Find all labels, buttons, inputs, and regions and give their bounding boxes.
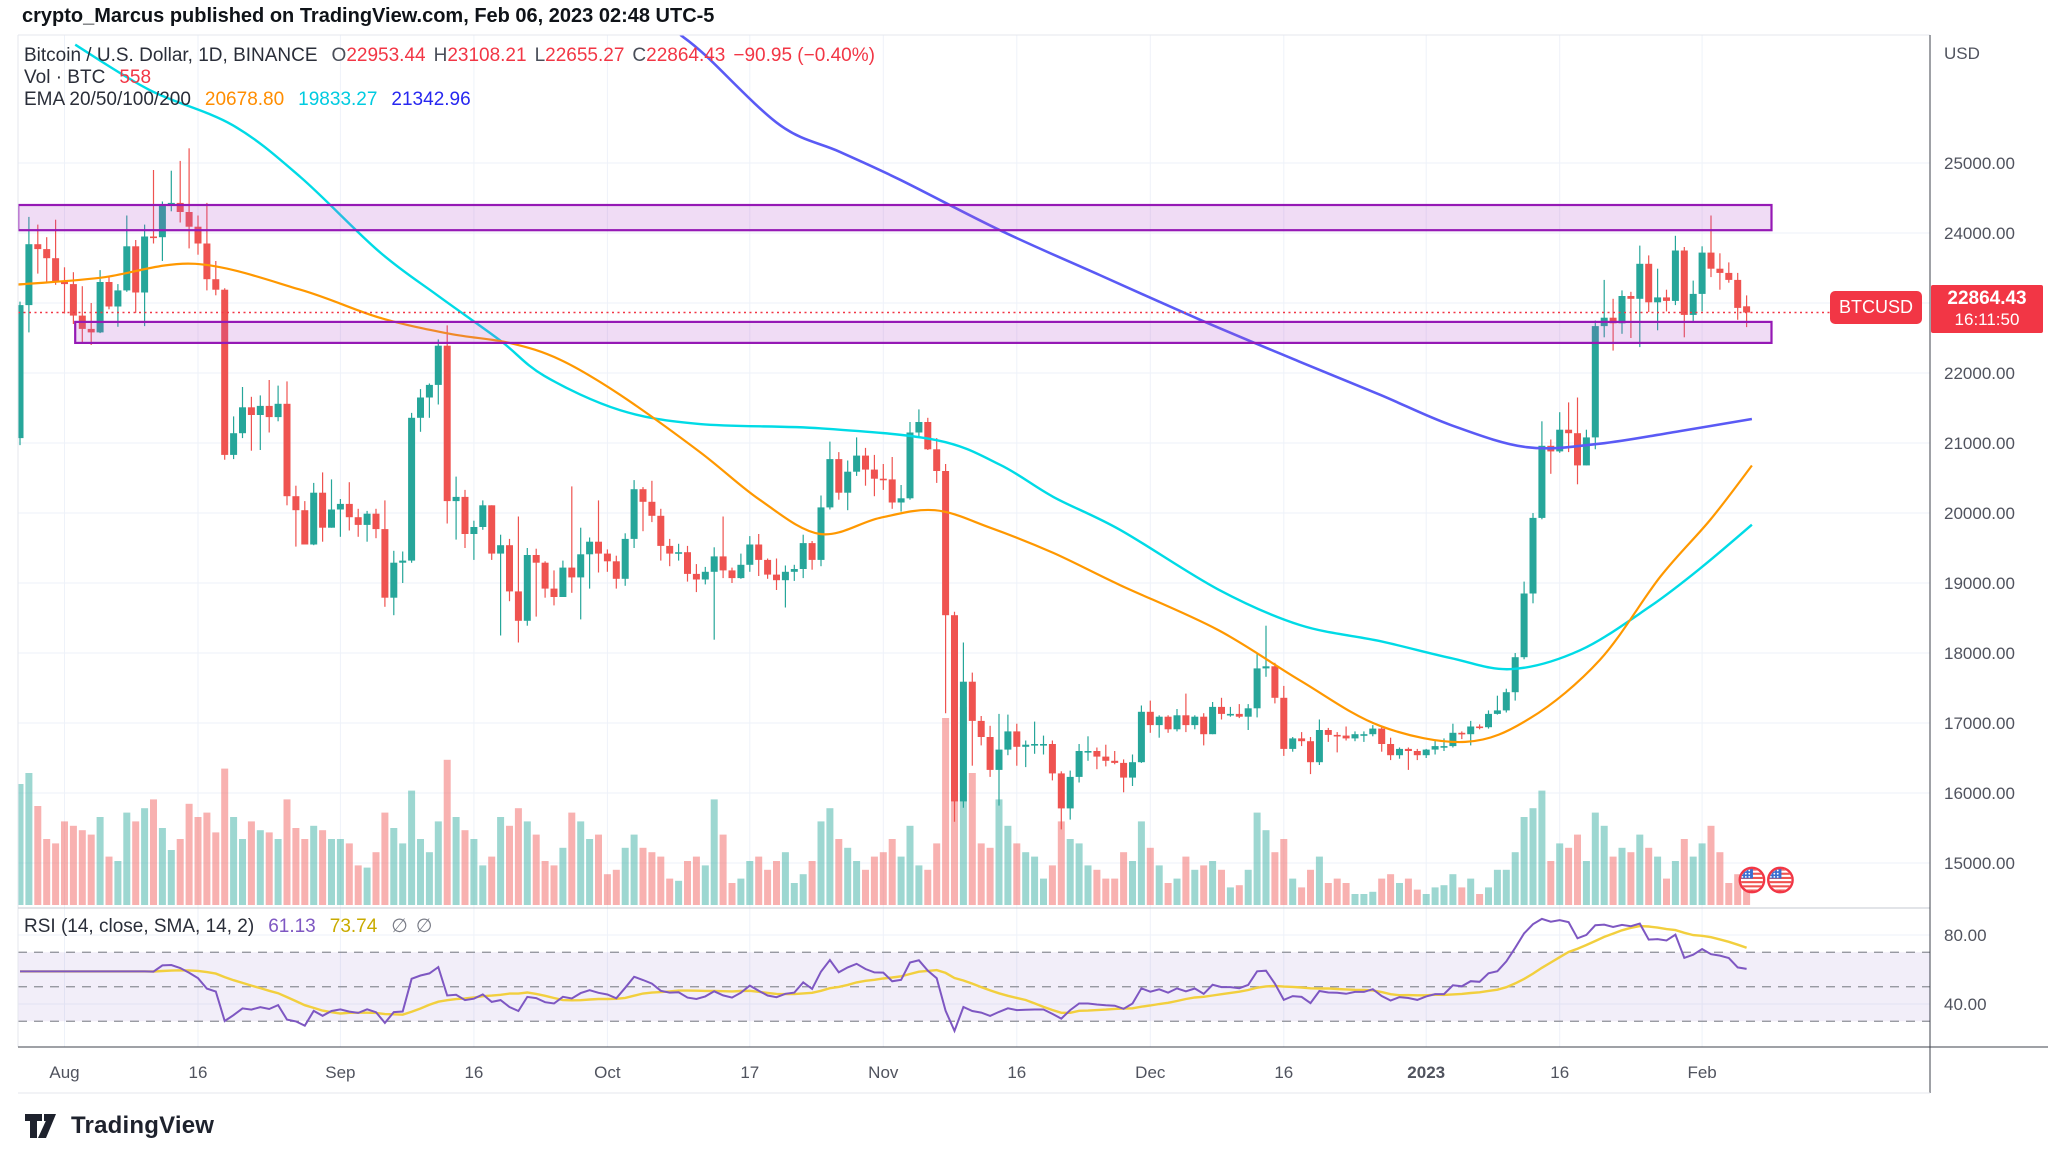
tradingview-watermark[interactable]: TradingView xyxy=(24,1112,214,1140)
ema-lines xyxy=(18,35,1753,744)
volume-legend-row: Vol · BTC 558 xyxy=(24,67,151,89)
rsi-empty-slot-1[interactable]: ∅ xyxy=(391,916,408,937)
price-axis-labels[interactable]: 25000.0024000.0023000.0022000.0021000.00… xyxy=(1944,154,2015,1014)
rsi-value: 61.13 xyxy=(268,916,316,937)
ema-label[interactable]: EMA 20/50/100/200 xyxy=(24,89,191,110)
ema100-value: 19833.27 xyxy=(298,89,378,110)
svg-text:19000.00: 19000.00 xyxy=(1944,574,2015,593)
high-value: 23108.21 xyxy=(447,45,527,66)
rsi-sma-line xyxy=(20,924,1747,1016)
close-value: 22864.43 xyxy=(646,45,726,66)
svg-text:Oct: Oct xyxy=(594,1063,621,1082)
svg-text:2023: 2023 xyxy=(1407,1063,1445,1082)
svg-text:17000.00: 17000.00 xyxy=(1944,714,2015,733)
symbol-price-tag: BTCUSD xyxy=(1830,291,1922,324)
volume-bars xyxy=(18,685,1751,905)
svg-text:80.00: 80.00 xyxy=(1944,926,1987,945)
price-zone[interactable] xyxy=(18,203,1773,232)
symbol-legend-row: Bitcoin / U.S. Dollar, 1D, BINANCE O 2295… xyxy=(24,45,875,67)
grid xyxy=(18,35,1930,1047)
svg-text:Sep: Sep xyxy=(325,1063,355,1082)
ema-legend-row: EMA 20/50/100/200 20678.80 19833.27 2134… xyxy=(24,89,471,111)
svg-text:22000.00: 22000.00 xyxy=(1944,364,2015,383)
svg-text:18000.00: 18000.00 xyxy=(1944,644,2015,663)
ema100-line xyxy=(74,43,1753,671)
svg-text:Aug: Aug xyxy=(49,1063,79,1082)
svg-text:17: 17 xyxy=(740,1063,759,1082)
economic-event-flag-icon[interactable] xyxy=(1738,866,1766,894)
symbol-title[interactable]: Bitcoin / U.S. Dollar, 1D, BINANCE xyxy=(24,45,318,66)
bar-countdown: 16:11:50 xyxy=(1954,310,2020,330)
last-price: 22864.43 xyxy=(1947,288,2027,310)
price-zone[interactable] xyxy=(74,320,1773,344)
svg-text:20000.00: 20000.00 xyxy=(1944,504,2015,523)
volume-value: 558 xyxy=(119,67,152,88)
svg-text:15000.00: 15000.00 xyxy=(1944,854,2015,873)
ema200-line xyxy=(679,35,1753,450)
rsi-label[interactable]: RSI (14, close, SMA, 14, 2) xyxy=(24,916,255,937)
pane-borders xyxy=(17,34,2048,1094)
change-value: −90.95 (−0.40%) xyxy=(733,45,875,66)
rsi-plot xyxy=(20,917,1747,1034)
rsi-sma-value: 73.74 xyxy=(329,916,378,937)
economic-event-flag-icon[interactable] xyxy=(1767,866,1794,894)
zones xyxy=(18,203,1773,344)
volume-label[interactable]: Vol · BTC xyxy=(24,67,106,88)
event-markers xyxy=(1738,866,1794,894)
svg-text:Nov: Nov xyxy=(868,1063,899,1082)
svg-text:16000.00: 16000.00 xyxy=(1944,784,2015,803)
rsi-legend-row: RSI (14, close, SMA, 14, 2) 61.13 73.74 … xyxy=(24,915,432,938)
svg-text:16: 16 xyxy=(1550,1063,1569,1082)
ema50-value: 20678.80 xyxy=(204,89,285,110)
tradingview-logo-icon xyxy=(25,1114,56,1138)
svg-text:16: 16 xyxy=(464,1063,483,1082)
candlesticks xyxy=(18,148,1751,830)
low-label: L xyxy=(534,45,546,66)
time-axis-labels[interactable]: Aug 16 Sep 16 Oct 17 Nov 16 Dec 16 2023 16 Feb xyxy=(49,1063,1716,1082)
ema50-line xyxy=(18,262,1753,744)
svg-text:16: 16 xyxy=(1274,1063,1293,1082)
svg-text:16: 16 xyxy=(189,1063,208,1082)
svg-text:24000.00: 24000.00 xyxy=(1944,224,2015,243)
svg-text:16: 16 xyxy=(1007,1063,1026,1082)
last-price-axis-label: 22864.43 16:11:50 xyxy=(1931,285,2043,333)
low-value: 22655.27 xyxy=(545,45,625,66)
open-label: O xyxy=(331,45,347,66)
rsi-empty-slot-2[interactable]: ∅ xyxy=(415,916,433,937)
svg-text:21000.00: 21000.00 xyxy=(1944,434,2015,453)
svg-text:Dec: Dec xyxy=(1135,1063,1166,1082)
svg-text:Feb: Feb xyxy=(1687,1063,1716,1082)
rsi-line xyxy=(20,917,1747,1034)
svg-text:25000.00: 25000.00 xyxy=(1944,154,2015,173)
published-header: crypto_Marcus published on TradingView.c… xyxy=(22,5,715,27)
currency-label: USD xyxy=(1944,44,1980,63)
ema200-value: 21342.96 xyxy=(391,89,471,110)
open-value: 22953.44 xyxy=(346,45,426,66)
svg-text:40.00: 40.00 xyxy=(1944,995,1987,1014)
high-label: H xyxy=(433,45,448,66)
close-label: C xyxy=(632,45,647,66)
tradingview-logo-text: TradingView xyxy=(71,1112,215,1139)
